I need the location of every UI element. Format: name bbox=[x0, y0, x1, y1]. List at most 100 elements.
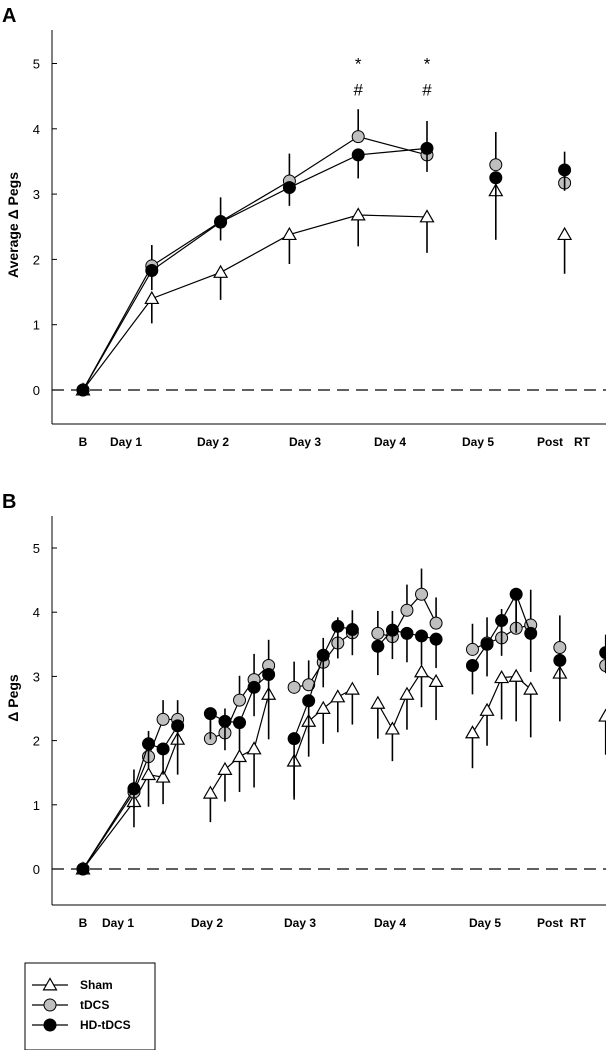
significance-marker: * bbox=[424, 55, 431, 74]
data-point bbox=[553, 653, 567, 667]
x-category-label: B bbox=[79, 435, 88, 449]
data-point bbox=[202, 785, 218, 799]
series-line bbox=[82, 214, 428, 391]
data-point bbox=[217, 761, 233, 775]
data-point bbox=[315, 700, 331, 714]
data-point bbox=[218, 714, 232, 728]
data-point bbox=[553, 641, 567, 655]
y-tick-label: 3 bbox=[33, 187, 40, 202]
data-point bbox=[428, 673, 444, 688]
data-point bbox=[155, 769, 171, 783]
panel-a-chart: A Average Δ Pegs 0 1 2 3 4 5 * # * # B Day 1 Day 2… bbox=[2, 5, 606, 449]
data-point bbox=[344, 681, 360, 695]
legend-label: HD-tDCS bbox=[80, 1018, 131, 1032]
panel-b-y-axis-label: Δ Pegs bbox=[5, 674, 21, 722]
legend-marker bbox=[43, 1018, 57, 1032]
data-point bbox=[76, 862, 90, 876]
data-point bbox=[351, 148, 365, 162]
x-category-label: B bbox=[79, 916, 88, 930]
x-category-label: Day 4 bbox=[374, 916, 406, 930]
data-point bbox=[384, 721, 400, 735]
data-point bbox=[494, 669, 510, 684]
data-point bbox=[144, 290, 160, 305]
y-tick-label: 0 bbox=[33, 862, 40, 877]
x-category-label: Day 1 bbox=[102, 916, 134, 930]
x-category-label: Day 5 bbox=[469, 916, 501, 930]
data-point bbox=[400, 626, 414, 640]
data-point bbox=[246, 741, 262, 755]
y-tick-label: 4 bbox=[33, 122, 40, 137]
panel-a-annotations: * # * # bbox=[353, 55, 432, 100]
data-point bbox=[351, 130, 365, 144]
data-point bbox=[233, 716, 247, 730]
panel-b-y-ticks: 0 1 2 3 4 5 bbox=[33, 541, 57, 877]
x-category-label: RT bbox=[574, 435, 591, 449]
data-point bbox=[156, 712, 170, 726]
x-category-label: Day 3 bbox=[289, 435, 321, 449]
x-category-label: Post bbox=[537, 435, 563, 449]
data-point bbox=[429, 632, 443, 646]
data-point bbox=[413, 664, 430, 678]
data-point bbox=[465, 658, 479, 672]
data-point bbox=[558, 163, 572, 177]
x-category-label: Day 3 bbox=[284, 916, 316, 930]
panel-a-series bbox=[75, 109, 573, 397]
data-point bbox=[287, 680, 301, 694]
panel-b-category-labels: B Day 1 Day 2 Day 3 Day 4 Day 5 Post RT bbox=[79, 916, 587, 930]
data-point bbox=[489, 158, 503, 172]
x-category-label: RT bbox=[570, 916, 587, 930]
data-point bbox=[524, 626, 538, 640]
data-point bbox=[281, 226, 297, 241]
data-point bbox=[464, 725, 481, 739]
data-point bbox=[331, 619, 345, 633]
series-hd-tdcs bbox=[76, 141, 572, 397]
y-tick-label: 0 bbox=[33, 383, 40, 398]
data-point bbox=[233, 693, 247, 707]
x-category-label: Day 1 bbox=[110, 435, 142, 449]
data-point bbox=[262, 667, 276, 681]
data-point bbox=[350, 207, 366, 221]
panel-b-letter: B bbox=[2, 491, 16, 513]
data-point bbox=[171, 719, 185, 733]
y-tick-label: 2 bbox=[33, 252, 40, 267]
x-category-label: Day 2 bbox=[191, 916, 223, 930]
panel-a-y-ticks: 0 1 2 3 4 5 bbox=[33, 57, 57, 398]
series-line bbox=[82, 147, 428, 391]
series-sham bbox=[75, 183, 573, 396]
panel-a-letter: A bbox=[2, 5, 16, 27]
data-point bbox=[156, 742, 170, 756]
data-point bbox=[371, 639, 385, 653]
data-point bbox=[145, 264, 159, 278]
data-point bbox=[302, 678, 316, 692]
data-point bbox=[495, 614, 509, 628]
data-point bbox=[231, 748, 248, 763]
legend-label: tDCS bbox=[80, 998, 109, 1012]
data-point bbox=[330, 689, 346, 703]
data-point bbox=[508, 668, 524, 682]
x-category-label: Day 4 bbox=[374, 435, 406, 449]
panel-a-y-axis-label: Average Δ Pegs bbox=[5, 172, 21, 278]
data-point bbox=[400, 603, 414, 617]
series-hd-tdcs bbox=[76, 587, 606, 876]
y-tick-label: 4 bbox=[33, 605, 40, 620]
data-point bbox=[140, 766, 157, 781]
data-point bbox=[509, 587, 523, 601]
series-sham bbox=[75, 664, 606, 875]
x-category-label: Day 2 bbox=[197, 435, 229, 449]
legend-item: Sham bbox=[32, 977, 113, 992]
data-point bbox=[371, 626, 385, 640]
y-tick-label: 3 bbox=[33, 669, 40, 684]
panel-a-category-labels: B Day 1 Day 2 Day 3 Day 4 Day 5 Post RT bbox=[79, 435, 591, 449]
data-point bbox=[302, 694, 316, 708]
legend-item: tDCS bbox=[32, 998, 109, 1012]
data-point bbox=[480, 637, 494, 651]
data-point bbox=[429, 616, 443, 630]
significance-marker: * bbox=[355, 55, 362, 74]
data-point bbox=[415, 629, 429, 643]
data-point bbox=[489, 171, 503, 185]
series-tdcs bbox=[76, 109, 572, 397]
data-point bbox=[213, 264, 229, 278]
data-point bbox=[465, 642, 479, 656]
data-point bbox=[385, 623, 399, 637]
